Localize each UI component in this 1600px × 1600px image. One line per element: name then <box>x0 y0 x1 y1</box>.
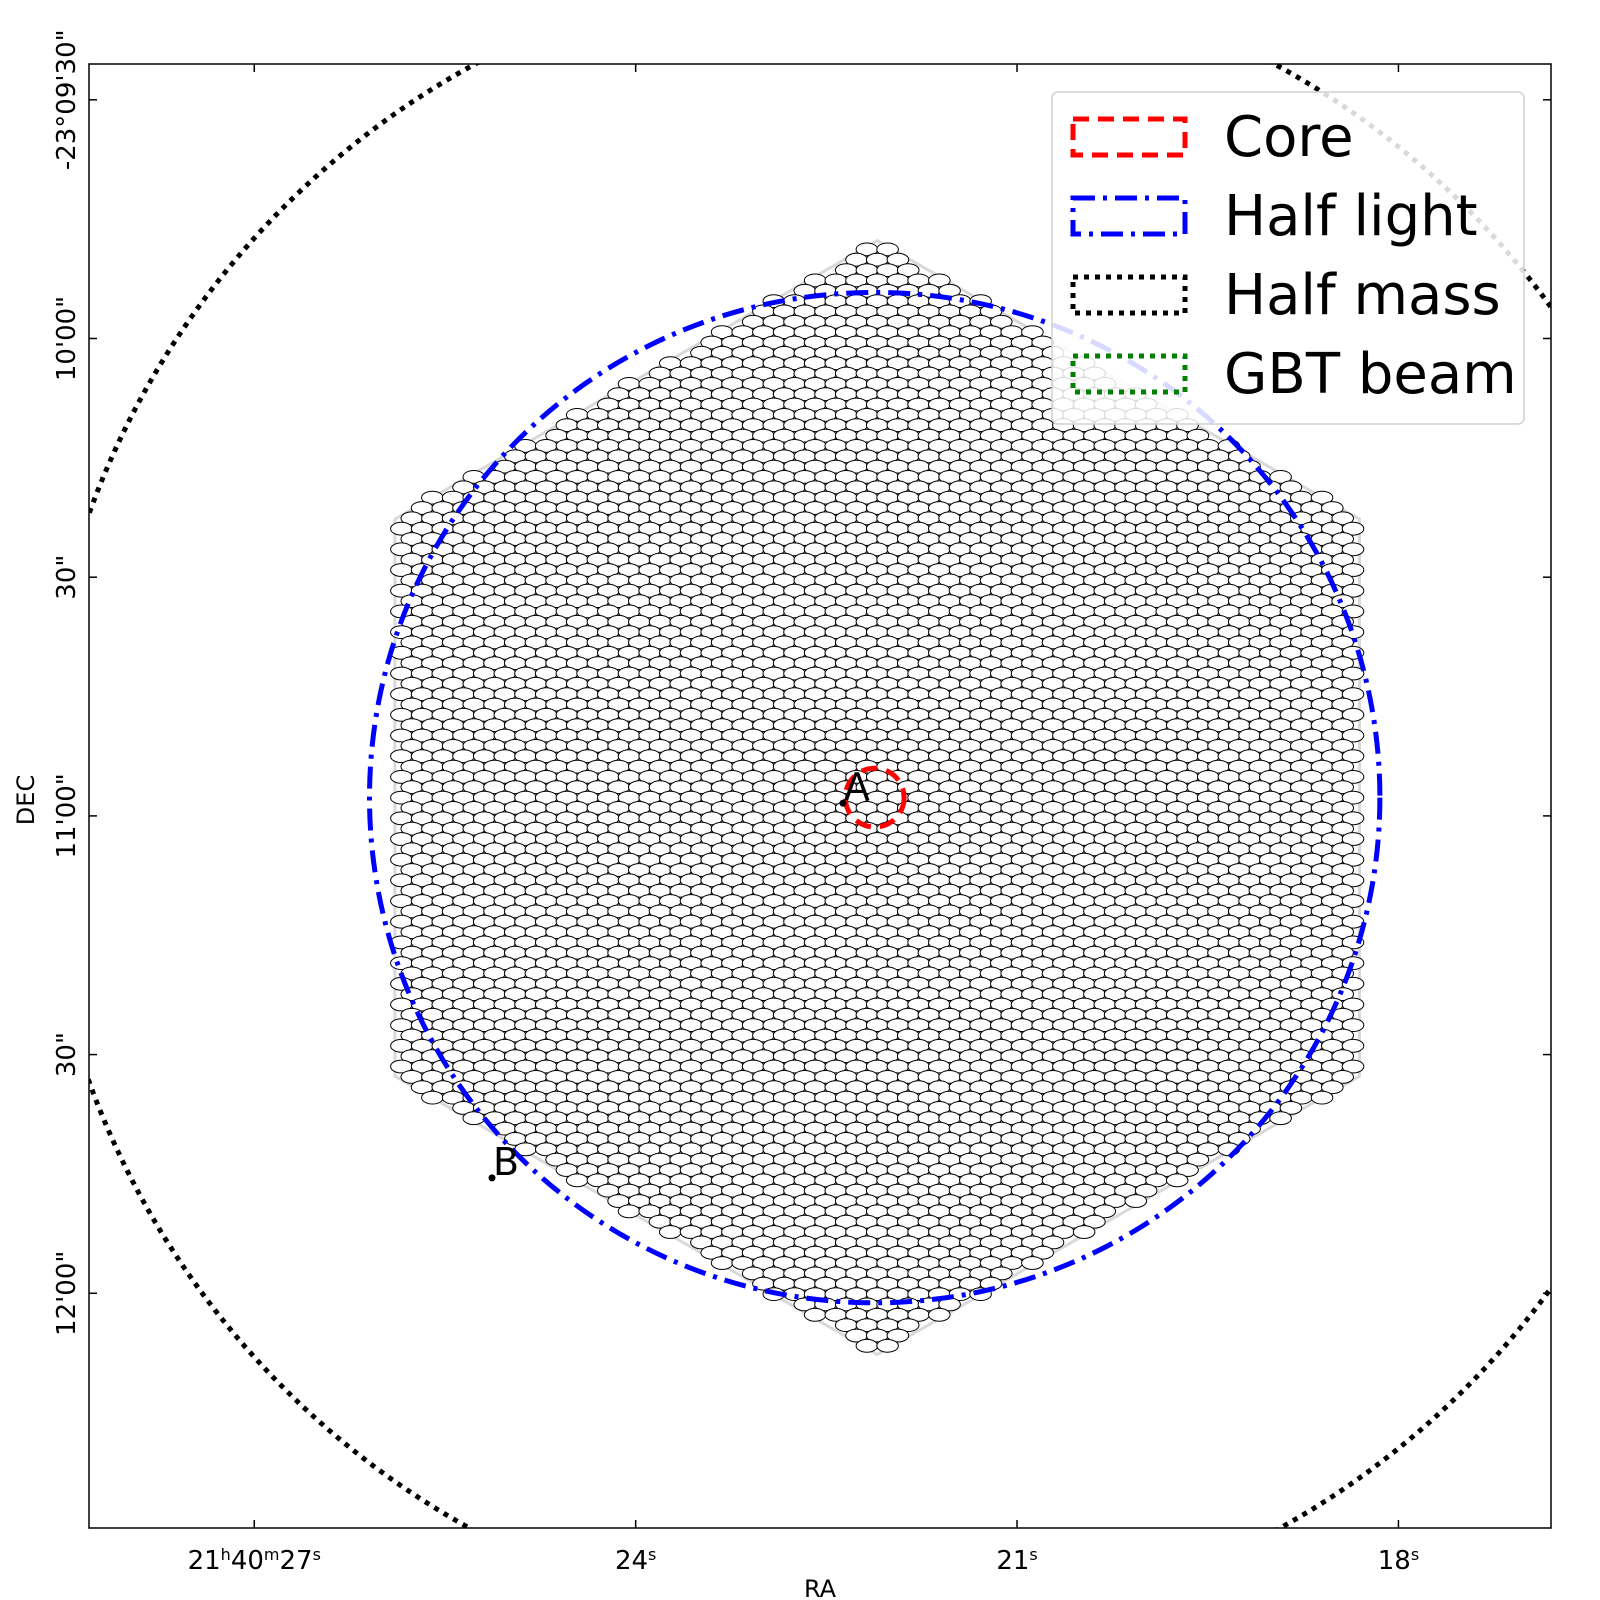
fiber <box>928 273 951 288</box>
fiber <box>1341 749 1365 764</box>
y-tick-label: -23°09'30" <box>52 29 82 170</box>
fiber-bundle-hexagon <box>393 238 1361 1357</box>
legend-label: GBT beam <box>1224 342 1517 407</box>
fiber <box>1331 676 1354 691</box>
fiber <box>1331 821 1354 836</box>
fiber <box>421 1090 444 1105</box>
legend-label: Half mass <box>1224 263 1501 328</box>
fiber <box>1341 707 1365 722</box>
fiber-bundle <box>390 242 1365 1353</box>
y-axis-label: DEC <box>12 775 40 825</box>
fiber <box>1341 852 1365 867</box>
fiber <box>1331 759 1354 774</box>
fiber <box>1072 1225 1096 1239</box>
y-tick-label: 12'00" <box>52 1251 82 1336</box>
fiber <box>462 1111 486 1126</box>
fiber <box>1279 480 1303 495</box>
fiber <box>876 1338 899 1353</box>
fiber <box>1331 904 1354 919</box>
fiber <box>1341 894 1365 908</box>
fiber <box>1310 490 1334 505</box>
fiber <box>710 1256 734 1270</box>
fiber <box>1331 842 1354 857</box>
fiber-bundle-outline <box>393 238 1361 1357</box>
fiber <box>1341 873 1365 888</box>
x-tick-label: 21h40m27s <box>188 1545 321 1576</box>
y-tick-label: 11'00" <box>52 773 82 858</box>
fiber <box>886 252 910 267</box>
legend-label: Core <box>1224 105 1354 170</box>
fiber <box>1331 739 1354 753</box>
x-tick-label: 24s <box>615 1545 656 1576</box>
fiber <box>990 314 1013 329</box>
fiber <box>876 242 899 257</box>
fiber <box>659 1225 682 1239</box>
fiber <box>1124 1194 1148 1208</box>
legend-label: Half light <box>1224 184 1478 249</box>
fiber <box>855 1338 879 1353</box>
fiber <box>1331 511 1354 526</box>
fiber <box>1310 1090 1334 1105</box>
y-tick-label: 30" <box>52 555 82 600</box>
fiber <box>1341 563 1365 577</box>
fiber <box>1331 697 1354 712</box>
fiber <box>1331 718 1354 733</box>
x-axis-label: RA <box>804 1575 837 1600</box>
x-tick-label: 18s <box>1378 1545 1419 1576</box>
fiber <box>1341 811 1365 826</box>
fiber <box>617 1204 641 1219</box>
fiber <box>1331 780 1354 795</box>
fiber <box>1341 583 1365 598</box>
fiber <box>1331 883 1354 898</box>
legend: Core Half light Half mass GBT beam <box>1051 91 1525 425</box>
fiber <box>1186 428 1210 443</box>
fiber <box>928 1307 951 1322</box>
fiber <box>1331 863 1354 877</box>
fiber <box>1331 801 1354 815</box>
fiber <box>1341 687 1365 702</box>
fiber <box>1341 728 1365 743</box>
fiber <box>1021 1256 1044 1270</box>
fiber <box>1341 770 1365 784</box>
fiber <box>1341 914 1365 929</box>
fiber <box>1165 1173 1189 1188</box>
y-tick-label: 30" <box>52 1032 82 1077</box>
fiber <box>1331 925 1354 939</box>
point-label-b: B <box>493 1140 519 1184</box>
fiber <box>1331 656 1354 670</box>
fiber <box>896 263 920 278</box>
point-label-a: A <box>844 765 870 809</box>
fiber <box>1269 1111 1292 1126</box>
fiber <box>1321 501 1344 515</box>
plot-area: AB <box>89 64 1551 1528</box>
fiber <box>1341 666 1365 681</box>
fiber <box>803 1307 827 1322</box>
fiber <box>1341 625 1365 639</box>
fiber <box>1021 325 1044 340</box>
fiber <box>1341 521 1365 536</box>
y-tick-label: 10'00" <box>52 296 82 381</box>
fiber <box>1269 470 1292 484</box>
fiber <box>1331 552 1354 567</box>
fiber <box>1341 790 1365 805</box>
fiber <box>565 1173 589 1188</box>
fiber <box>1341 832 1365 846</box>
fiber <box>1331 532 1354 546</box>
x-tick-label: 21s <box>996 1545 1037 1576</box>
fiber <box>1341 542 1365 557</box>
